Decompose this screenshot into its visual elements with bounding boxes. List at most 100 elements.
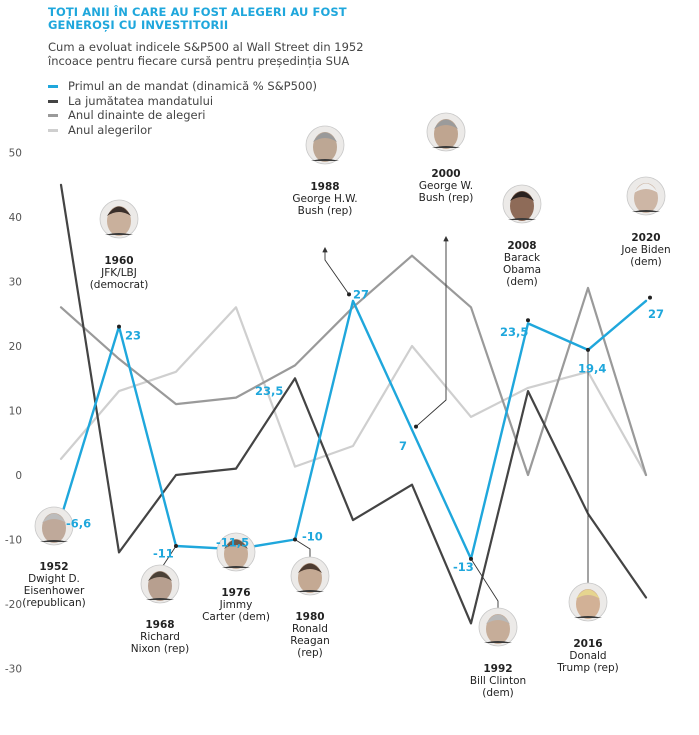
value-label: -11: [153, 547, 174, 561]
data-point-dot: [117, 324, 121, 329]
data-point-dot: [347, 292, 351, 297]
president-year: 2000: [431, 168, 460, 180]
chart-subtitle: Cum a evoluat indicele S&P500 al Wall St…: [48, 40, 364, 68]
series-line-pre-election: [59, 254, 648, 477]
connector-arrow: [415, 235, 449, 427]
portrait-suit: [484, 641, 512, 643]
portrait-hair: [576, 589, 600, 599]
portrait-avatar: [568, 582, 608, 622]
y-tick-label: 0: [15, 470, 22, 482]
portrait-suit: [105, 233, 133, 235]
legend-swatch: [48, 85, 58, 88]
portrait-hair: [486, 614, 510, 624]
data-point-dot: [293, 537, 297, 542]
president-name-line: (dem): [506, 276, 538, 288]
legend-swatch: [48, 114, 58, 117]
president-name-line: George H.W.: [292, 193, 357, 205]
data-point-dot: [586, 347, 590, 352]
president-name-line: Carter (dem): [202, 611, 270, 623]
president-name-line: Jimmy: [219, 599, 253, 611]
annotation-connectors: [150, 235, 591, 642]
president-name-line: Bill Clinton: [470, 675, 526, 687]
portrait-hair: [634, 183, 658, 193]
president-year: 1968: [145, 619, 174, 631]
president-name-line: Bush (rep): [298, 205, 353, 217]
president-label: 2016 Donald Trump (rep): [556, 638, 618, 674]
portrait-hair: [148, 571, 172, 581]
data-point-dot: [526, 318, 530, 323]
portrait-face: [42, 513, 66, 543]
portrait-hair: [107, 206, 131, 216]
president-year: 1988: [310, 181, 339, 193]
y-tick-label: -20: [5, 599, 22, 611]
portrait-face: [634, 183, 658, 213]
portrait-face: [224, 539, 248, 569]
value-labels: -6,6 23 -11 -11,5 23,5 -10 27 7 -13 23,5 19,4 27: [66, 287, 664, 574]
president-year: 1952: [39, 561, 68, 573]
annotation-points: [59, 292, 652, 561]
president-name-line: Obama: [503, 264, 541, 276]
portrait-face: [313, 132, 337, 162]
portrait-avatar: [305, 125, 345, 165]
value-label: -11,5: [216, 536, 249, 550]
president-year: 2008: [507, 240, 536, 252]
president-name-line: Donald: [569, 650, 606, 662]
president-name-line: Richard: [140, 631, 180, 643]
president-name-line: Reagan: [290, 635, 329, 647]
legend-swatch: [48, 99, 58, 103]
portrait-suit: [508, 218, 536, 220]
president-name-line: Trump (rep): [556, 662, 618, 674]
value-label: 27: [648, 307, 664, 321]
value-label: 7: [399, 439, 407, 453]
portrait-face: [576, 589, 600, 619]
president-name-line: (dem): [482, 687, 514, 699]
president-label: 2020 Joe Biden (dem): [620, 232, 670, 268]
president-label: 1960 JFK/LBJ (democrat): [90, 255, 149, 291]
portrait-avatar: [290, 556, 330, 596]
portrait-face: [148, 571, 172, 601]
portrait-avatar: [216, 532, 256, 572]
portrait-face: [434, 119, 458, 149]
portrait-avatar: [34, 506, 74, 546]
president-name-line: (republican): [22, 597, 85, 609]
legend-label: Anul alegerilor: [68, 122, 152, 137]
president-label: 1992 Bill Clinton (dem): [470, 663, 526, 699]
president-name-line: Ronald: [292, 623, 328, 635]
president-label: 1988 George H.W. Bush (rep): [292, 181, 357, 217]
y-tick-label: -10: [5, 535, 22, 547]
y-tick-label: 20: [9, 341, 22, 353]
portrait-avatar: [140, 564, 180, 604]
portrait-hair: [42, 513, 66, 523]
y-tick-label: 50: [9, 148, 22, 160]
portrait-hair: [224, 539, 248, 549]
series-lines: [59, 183, 648, 625]
president-label: 2000 George W. Bush (rep): [419, 168, 474, 204]
president-name-line: Dwight D.: [28, 573, 80, 585]
legend-label: Anul dinainte de alegeri: [68, 108, 206, 122]
value-label: -13: [453, 560, 474, 574]
president-name-line: (dem): [630, 256, 662, 268]
president-year: 1980: [295, 611, 324, 623]
value-label: -6,6: [66, 516, 91, 530]
portrait-suit: [574, 616, 602, 618]
portrait-face: [298, 563, 322, 593]
series-line-first-year: [59, 299, 648, 561]
portrait-suit: [146, 598, 174, 600]
data-point-dot: [648, 295, 652, 300]
president-name-line: (democrat): [90, 279, 149, 291]
portrait-suit: [432, 146, 460, 148]
portrait-face: [107, 206, 131, 236]
legend-label: La jumătatea mandatului: [68, 93, 214, 108]
series-line-midterm: [59, 183, 648, 625]
y-tick-label: -30: [5, 664, 22, 676]
president-name-line: George W.: [419, 180, 473, 192]
president-year: 1992: [483, 663, 512, 675]
president-label: 1968 Richard Nixon (rep): [131, 619, 189, 655]
president-label: 2008 Barack Obama (dem): [503, 240, 541, 288]
portrait-hair: [434, 119, 458, 129]
president-name-line: Nixon (rep): [131, 643, 189, 655]
portrait-face: [510, 191, 534, 221]
data-point-dot: [174, 544, 178, 548]
president-name-line: (rep): [297, 647, 322, 659]
